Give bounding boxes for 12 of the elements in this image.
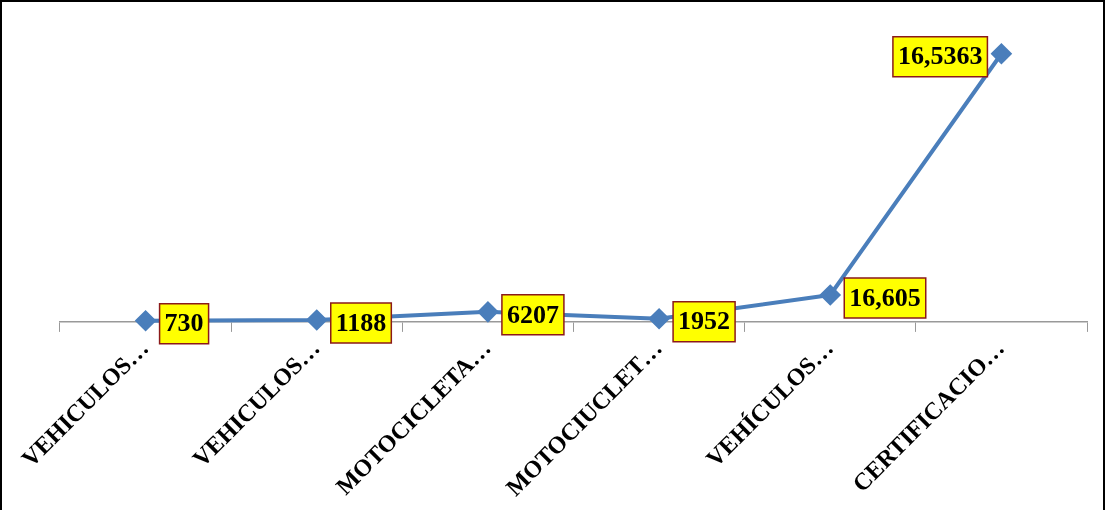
data-label: 730 <box>164 308 204 338</box>
data-label: 16,5363 <box>897 41 983 71</box>
data-label: 16,605 <box>849 282 921 312</box>
point <box>135 310 156 331</box>
point <box>991 43 1012 64</box>
data-label: 6207 <box>506 299 559 329</box>
point <box>820 284 841 305</box>
data-label: 1188 <box>335 307 387 337</box>
data-label: 1952 <box>678 306 731 336</box>
point <box>477 301 498 322</box>
point <box>649 308 670 329</box>
point <box>306 309 327 330</box>
